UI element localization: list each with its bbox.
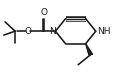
Polygon shape bbox=[86, 44, 92, 55]
Text: NH: NH bbox=[97, 27, 111, 36]
Text: O: O bbox=[41, 8, 48, 17]
Text: O: O bbox=[24, 27, 31, 37]
Text: N: N bbox=[49, 27, 56, 36]
